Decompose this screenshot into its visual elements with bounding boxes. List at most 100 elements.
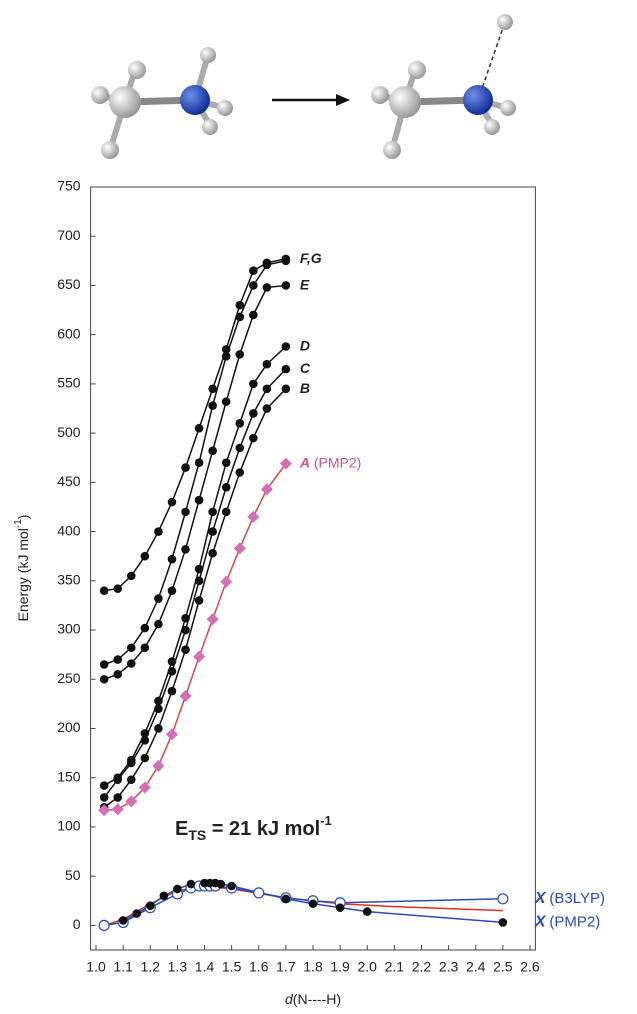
marker [99,660,109,669]
series-label-name: B [300,380,310,396]
marker [126,758,136,768]
marker [181,613,190,623]
y-tick-label: 300 [57,621,81,637]
marker [126,775,136,784]
x-tick-label: 2.1 [385,959,405,975]
marker [235,300,245,310]
marker [249,310,258,320]
marker [98,804,111,817]
marker [181,545,190,554]
molecule-reactant [91,47,233,159]
marker [99,586,109,595]
y-tick-label: 750 [57,178,81,194]
marker [194,576,204,586]
marker [194,596,204,605]
x-tick-label: 1.9 [330,959,350,975]
series-label-note: (PMP2) [549,913,600,930]
y-tick-label: 100 [57,818,81,834]
marker [181,507,190,517]
marker [167,657,177,666]
marker [281,894,291,904]
reaction-arrow [272,94,350,106]
marker [308,899,318,909]
marker [152,759,165,772]
x-tick-label: 1.4 [195,959,215,975]
y-tick-label: 150 [57,768,81,784]
marker [194,458,204,467]
marker [216,879,226,889]
marker [208,446,217,456]
marker [99,793,109,802]
marker [167,497,177,507]
marker [221,345,231,354]
marker [194,423,204,433]
marker [181,463,190,472]
marker [167,686,177,696]
x-tick-label: 1.3 [168,959,188,975]
marker [208,384,217,394]
marker [159,891,169,901]
series-label-name: F,G [300,250,322,266]
marker [262,384,272,394]
x-tick-label: 2.2 [412,959,432,975]
marker [154,527,163,536]
marker [98,919,110,931]
x-axis-label: d(N----H) [285,991,341,1007]
series-line [103,345,287,787]
marker [125,795,138,808]
marker [235,468,245,477]
y-tick-label: 550 [57,375,81,391]
marker [335,903,345,912]
marker [126,571,136,581]
marker [281,364,291,374]
marker [249,409,258,418]
marker [154,696,163,706]
marker [165,728,178,741]
x-tick-label: 1.6 [249,959,269,975]
marker [227,881,236,891]
marker [193,650,206,663]
y-tick-label: 400 [57,522,81,538]
marker [167,667,177,676]
marker [140,753,150,763]
marker [111,803,124,816]
marker [208,401,217,410]
marker [262,260,272,270]
marker [281,256,291,266]
marker [281,384,291,394]
x-tick-label: 1.5 [222,959,242,975]
x-tick-label: 2.5 [493,959,513,975]
series-label-name: A [299,454,310,470]
marker [154,704,163,714]
series-label-note: (B3LYP) [549,890,605,907]
marker [253,887,265,899]
marker [126,659,136,668]
y-axis-label: Energy (kJ mol-1) [13,515,31,622]
marker [113,670,123,679]
y-tick-label: 600 [57,325,81,341]
series-label: A (PMP2) [299,454,361,470]
marker [99,674,109,684]
marker [279,457,292,470]
marker [221,397,231,406]
marker [118,916,128,925]
marker [249,281,258,290]
marker [235,350,245,359]
marker [221,482,231,492]
marker [145,901,155,910]
marker [235,443,245,453]
marker [140,735,150,745]
marker [221,507,231,517]
y-tick-label: 500 [57,424,81,440]
marker [194,564,204,574]
marker [179,689,192,702]
marker [235,418,245,428]
series-label: D [300,337,310,353]
annotation: ETS = 21 kJ mol-1 [175,813,332,842]
marker [498,918,508,927]
series-label: X (B3LYP) [534,890,605,908]
marker [260,483,273,496]
x-tick-label: 2.6 [520,959,540,975]
series-label: B [300,380,310,396]
